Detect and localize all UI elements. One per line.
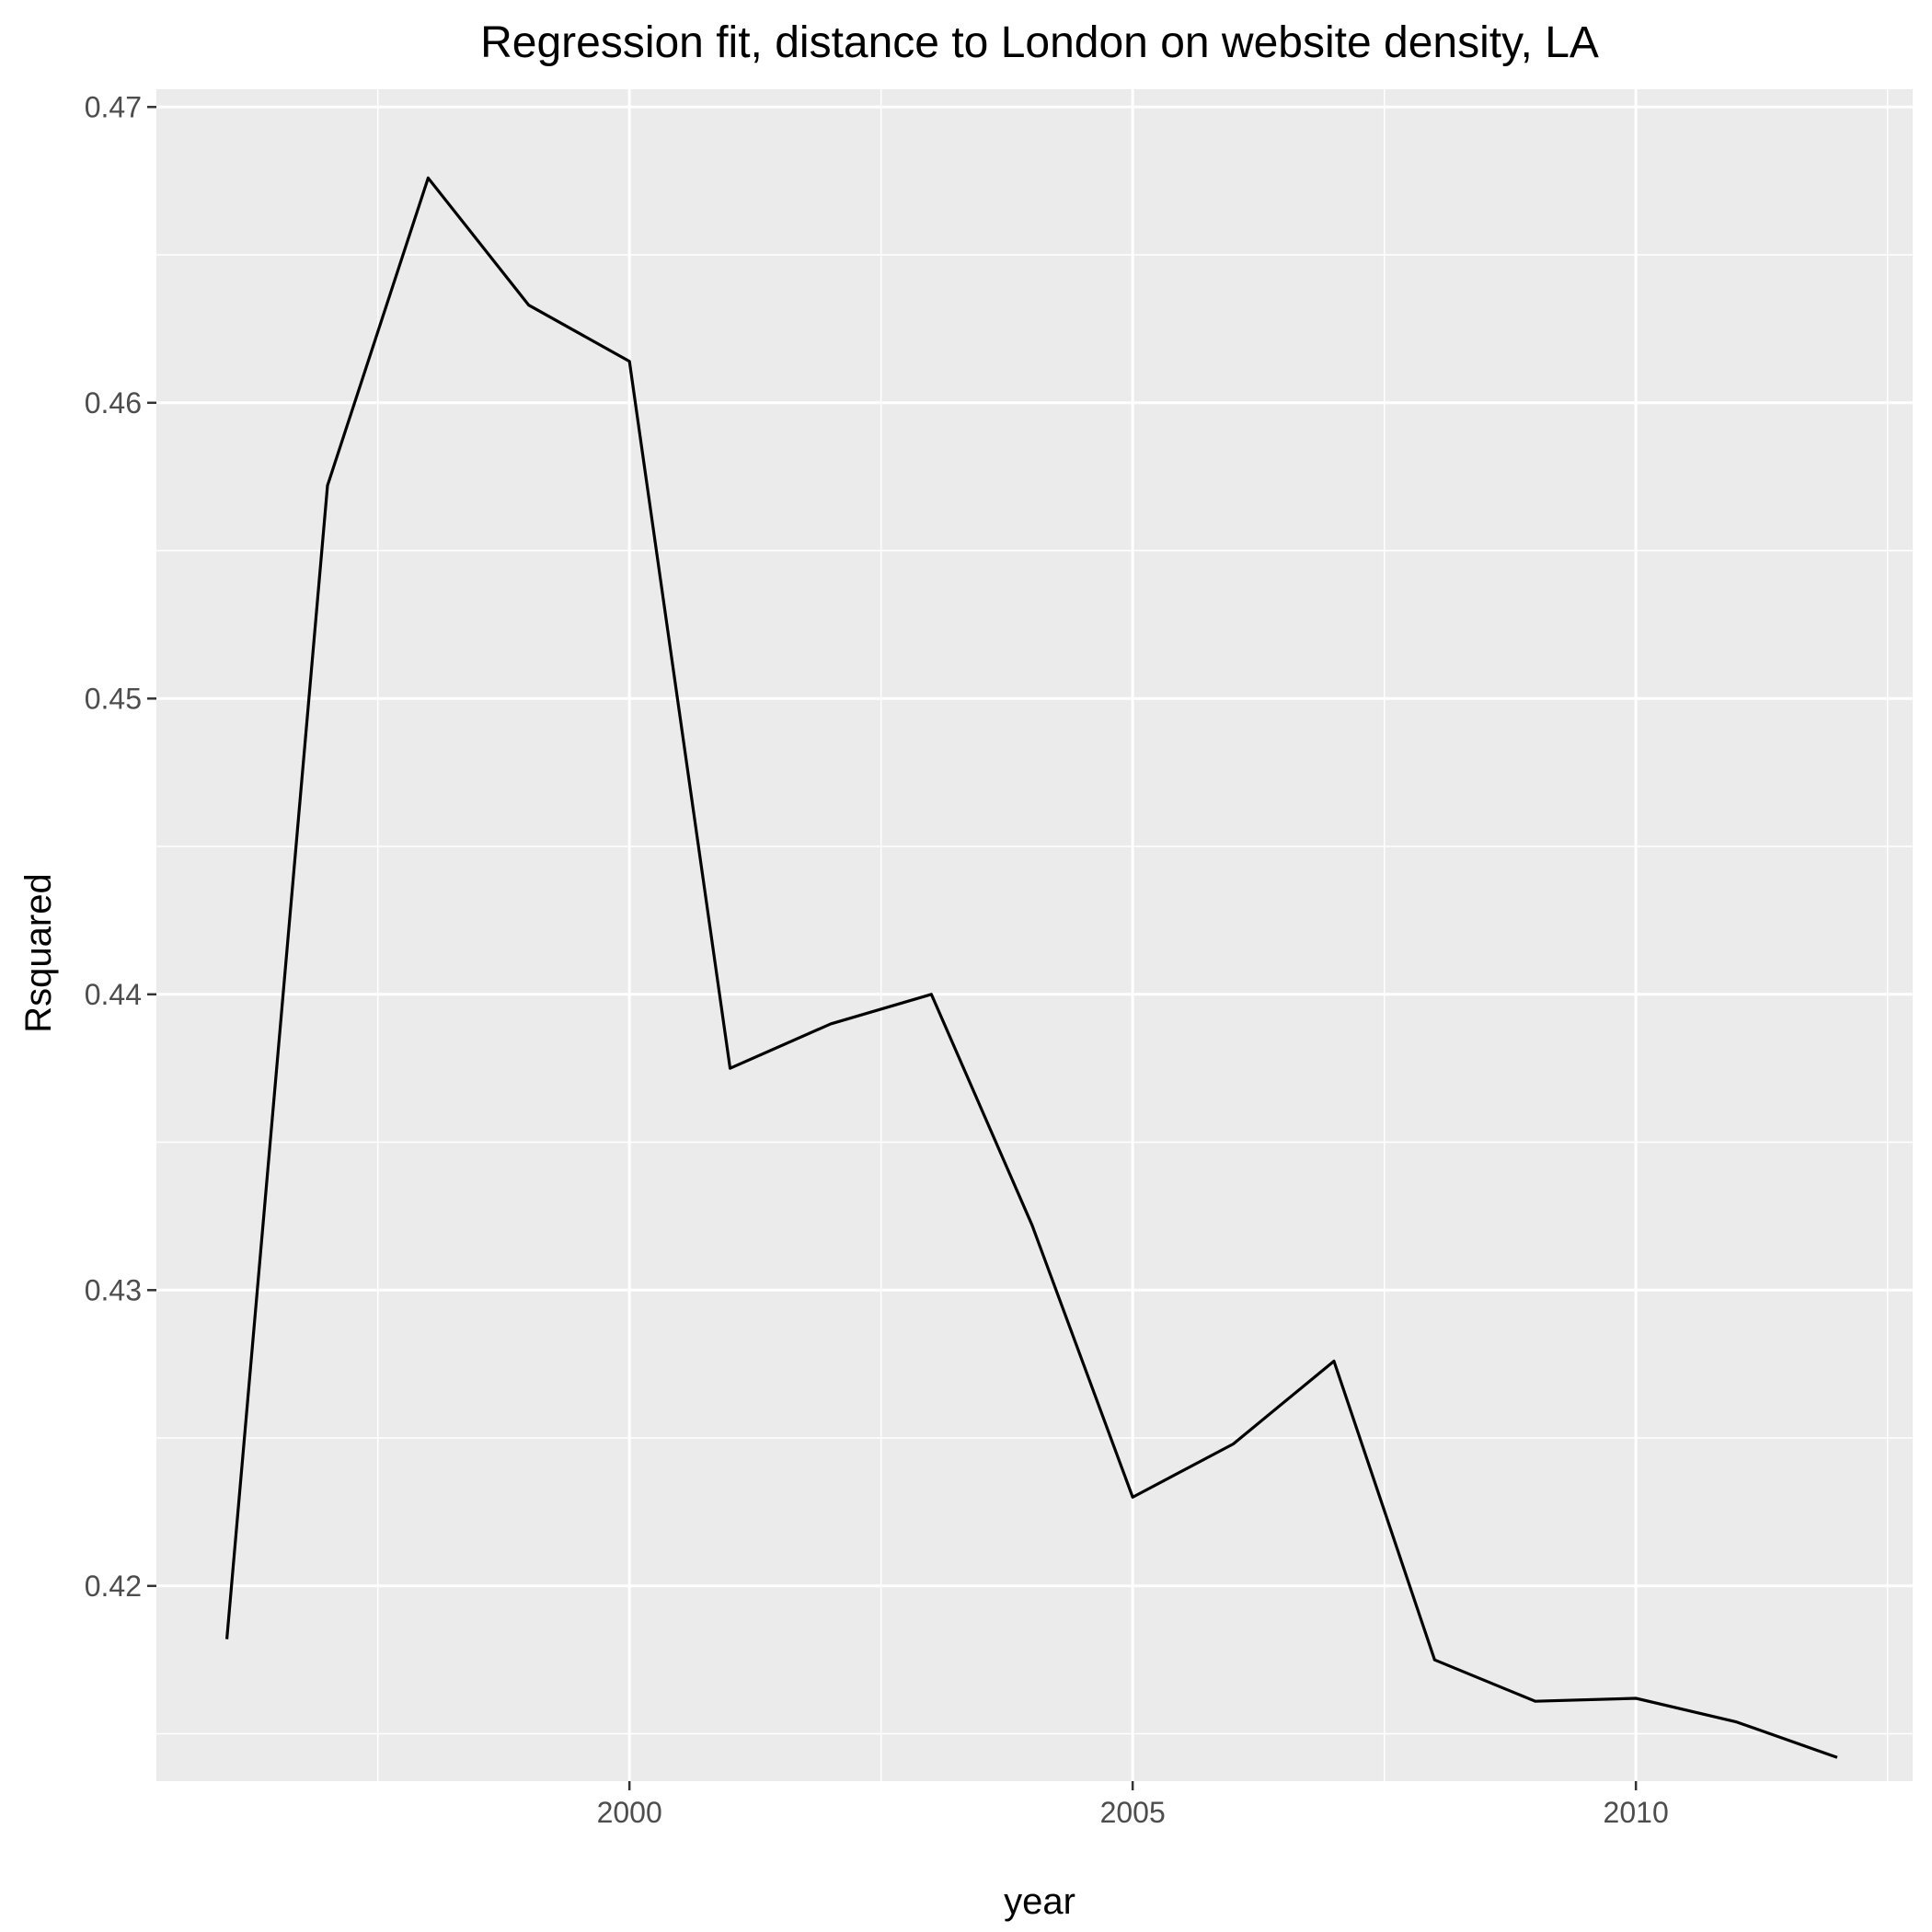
y-tick-label: 0.47 <box>85 90 142 123</box>
x-axis-title: year <box>1004 1881 1075 1922</box>
y-axis-title: Rsquared <box>18 873 59 1032</box>
series-layer <box>224 176 1838 1759</box>
series-line-1 <box>224 176 1838 1759</box>
x-tick-label: 2000 <box>597 1796 662 1829</box>
y-axis: 0.42 0.43 0.44 0.45 0.46 0.47 <box>85 90 156 1603</box>
y-tick-label: 0.46 <box>85 386 142 420</box>
plot-panel <box>156 89 1913 1781</box>
y-tick-label: 0.42 <box>85 1570 142 1603</box>
y-tick-label: 0.45 <box>85 682 142 715</box>
x-tick-label: 2005 <box>1100 1796 1166 1829</box>
y-tick-label: 0.43 <box>85 1273 142 1306</box>
minor-gridlines <box>156 89 1913 1781</box>
chart-title: Regression fit, distance to London on we… <box>480 18 1599 67</box>
y-tick-label: 0.44 <box>85 978 142 1011</box>
x-axis: 2000 2005 2010 <box>597 1781 1669 1829</box>
x-tick-label: 2010 <box>1604 1796 1669 1829</box>
